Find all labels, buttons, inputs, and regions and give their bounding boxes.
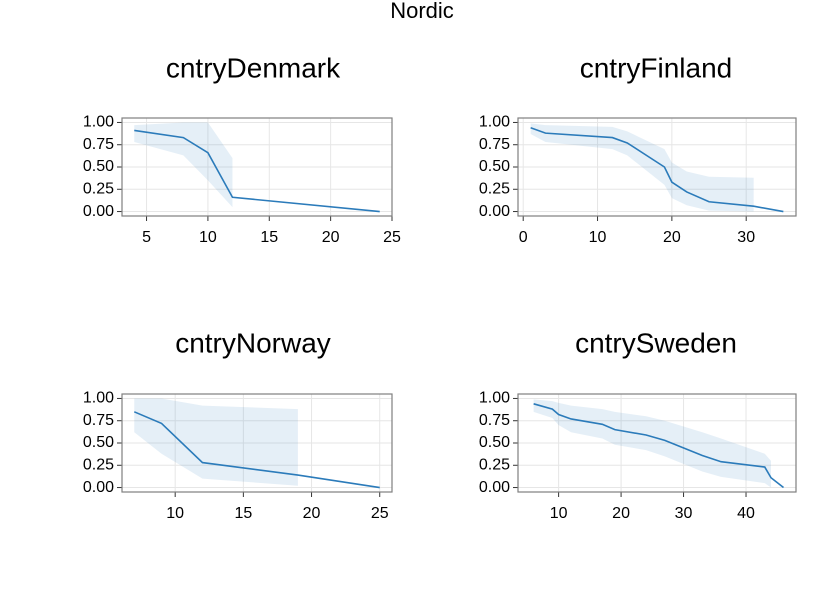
y-tick-label: 0.75	[479, 136, 510, 153]
x-tick-label: 30	[675, 505, 693, 522]
y-tick-label: 0.25	[479, 456, 510, 473]
x-tick-label: 25	[371, 505, 389, 522]
y-tick-label: 1.00	[83, 390, 114, 407]
x-tick-label: 15	[234, 505, 252, 522]
line	[533, 403, 784, 489]
y-tick-label: 1.00	[83, 114, 114, 131]
y-tick-label: 0.00	[479, 203, 510, 220]
panel-title: cntryDenmark	[166, 52, 341, 83]
panel-title: cntryNorway	[175, 327, 331, 358]
panel-border	[517, 393, 797, 493]
panel-title: cntrySweden	[575, 327, 737, 358]
line	[134, 129, 380, 213]
y-tick-label: 0.00	[83, 203, 114, 220]
panel-title: cntryFinland	[580, 52, 733, 83]
y-tick-label: 0.50	[83, 434, 114, 451]
y-tick-label: 0.25	[83, 180, 114, 197]
y-tick-label: 0.00	[479, 479, 510, 496]
panel-border	[121, 393, 393, 493]
y-tick-label: 0.75	[83, 136, 114, 153]
confidence-band	[134, 122, 233, 208]
confidence-band	[533, 399, 772, 488]
y-tick-label: 0.00	[83, 479, 114, 496]
x-tick-label: 10	[589, 229, 607, 246]
y-tick-label: 0.50	[479, 434, 510, 451]
y-tick-label: 0.50	[479, 158, 510, 175]
panel-border	[517, 117, 797, 217]
y-tick-label: 0.50	[83, 158, 114, 175]
panel-border	[121, 117, 393, 217]
x-tick-label: 20	[322, 229, 340, 246]
x-tick-label: 30	[737, 229, 755, 246]
page-title: Nordic	[390, 0, 454, 23]
x-tick-label: 20	[612, 505, 630, 522]
x-tick-label: 20	[663, 229, 681, 246]
line	[133, 411, 380, 489]
y-tick-label: 1.00	[479, 114, 510, 131]
confidence-band	[134, 398, 298, 486]
confidence-band	[530, 123, 754, 212]
x-tick-label: 10	[199, 229, 217, 246]
x-tick-label: 5	[142, 229, 151, 246]
x-tick-label: 10	[550, 505, 568, 522]
y-tick-label: 0.75	[479, 412, 510, 429]
y-tick-label: 0.25	[83, 456, 114, 473]
x-tick-label: 0	[519, 229, 528, 246]
y-tick-label: 1.00	[479, 390, 510, 407]
y-tick-label: 0.75	[83, 412, 114, 429]
line	[530, 127, 784, 213]
x-tick-label: 40	[737, 505, 755, 522]
x-tick-label: 25	[383, 229, 401, 246]
x-tick-label: 20	[303, 505, 321, 522]
y-tick-label: 0.25	[479, 180, 510, 197]
x-tick-label: 15	[260, 229, 278, 246]
x-tick-label: 10	[166, 505, 184, 522]
